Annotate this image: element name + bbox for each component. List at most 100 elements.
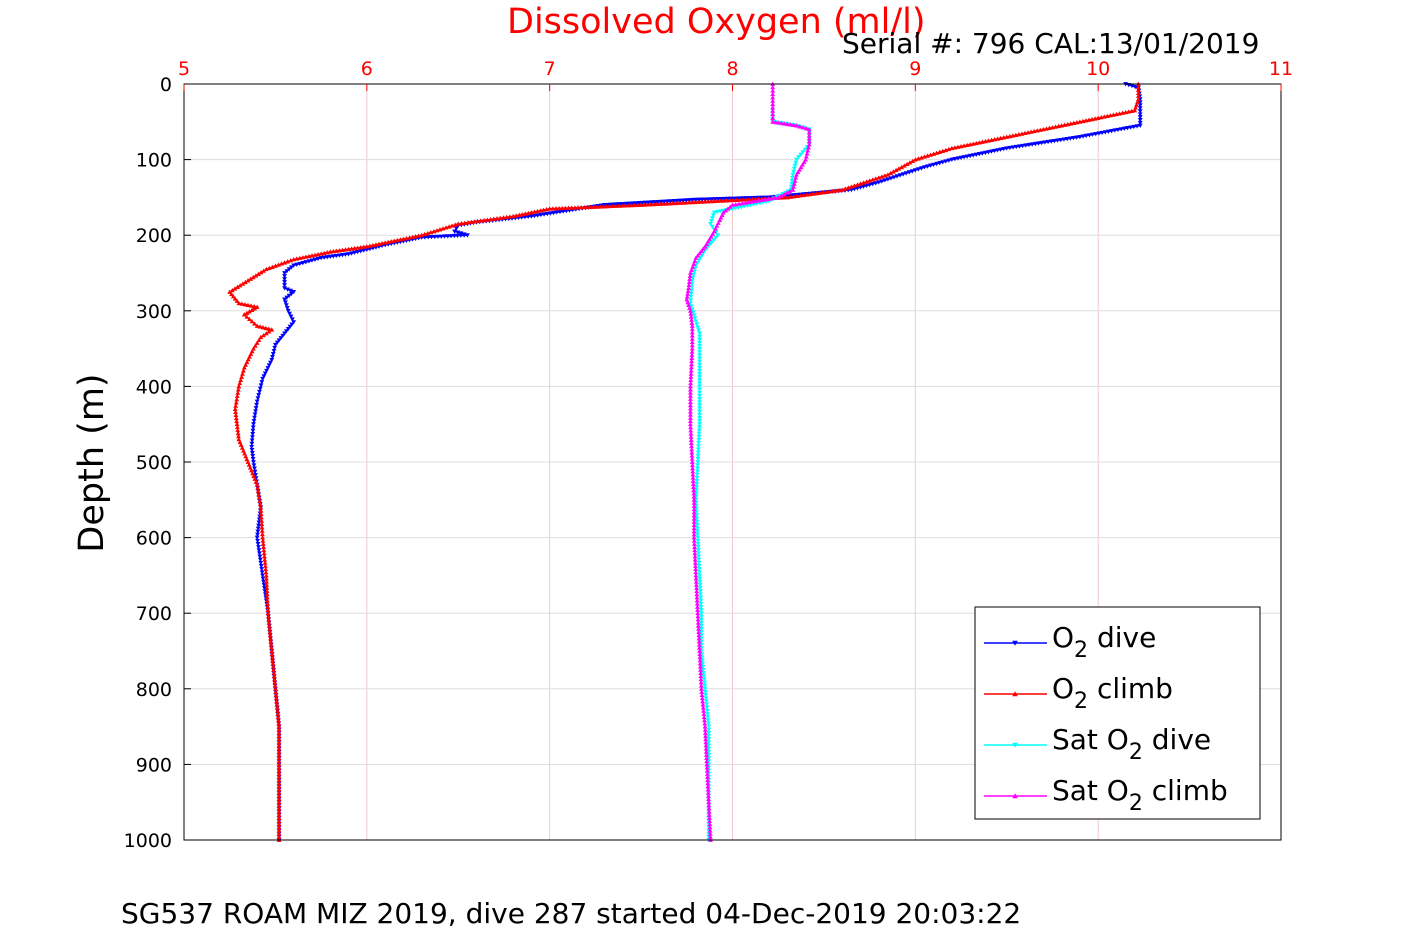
data-point: [800, 125, 806, 130]
data-point: [276, 799, 282, 805]
data-point: [704, 702, 709, 707]
data-point: [710, 213, 716, 218]
data-point: [693, 569, 699, 575]
data-point: [689, 443, 694, 449]
data-point: [452, 222, 458, 227]
data-point: [800, 150, 806, 155]
data-point: [688, 371, 694, 376]
legend-swatch-marker: [1012, 691, 1018, 697]
data-point: [697, 422, 702, 427]
data-point: [707, 815, 712, 820]
data-point: [260, 541, 266, 546]
data-point: [1007, 133, 1013, 139]
data-point: [704, 768, 710, 773]
data-point: [696, 444, 701, 449]
data-point: [635, 202, 641, 208]
data-point: [697, 340, 702, 346]
data-point: [697, 362, 702, 368]
data-point: [702, 730, 708, 735]
data-point: [535, 208, 540, 214]
data-point: [770, 95, 776, 100]
data-point: [1135, 93, 1141, 99]
data-point: [794, 123, 799, 128]
data-point: [698, 598, 704, 603]
data-point: [265, 598, 270, 603]
data-point: [232, 406, 238, 411]
data-point: [254, 323, 260, 328]
data-point: [688, 308, 693, 313]
data-point: [697, 393, 702, 399]
data-point: [784, 195, 790, 200]
data-point: [695, 535, 701, 540]
data-point: [689, 456, 695, 461]
data-point: [655, 199, 661, 205]
data-point: [273, 342, 278, 348]
data-point: [532, 209, 537, 214]
data-point: [337, 248, 342, 253]
data-point: [691, 535, 697, 540]
data-point: [696, 564, 702, 569]
data-point: [528, 210, 534, 215]
data-point: [696, 554, 702, 559]
data-point: [803, 154, 809, 159]
data-point: [697, 651, 703, 657]
data-point: [273, 263, 278, 268]
data-point: [688, 421, 693, 427]
data-point: [694, 519, 700, 525]
data-point: [697, 384, 702, 389]
data-point: [919, 155, 924, 160]
data-point: [255, 532, 260, 537]
data-point: [873, 176, 879, 181]
data-point: [259, 567, 265, 572]
data-point: [697, 375, 702, 380]
data-point: [276, 724, 282, 729]
data-point: [706, 724, 712, 729]
data-point: [700, 699, 706, 704]
data-point: [233, 400, 239, 405]
data-point: [429, 235, 434, 240]
data-point: [259, 518, 265, 523]
data-point: [712, 197, 718, 202]
data-point: [702, 199, 708, 204]
data-point: [699, 620, 704, 626]
data-point: [695, 610, 701, 616]
data-point: [784, 190, 790, 195]
data-point: [260, 531, 265, 537]
data-point: [766, 196, 771, 201]
data-point: [251, 463, 257, 468]
data-point: [256, 492, 262, 497]
data-point: [806, 136, 812, 141]
data-point: [572, 205, 578, 210]
data-point: [698, 670, 704, 675]
data-point: [274, 702, 280, 707]
data-point: [484, 217, 490, 222]
data-point: [303, 254, 309, 259]
data-point: [250, 428, 256, 434]
x-tick-label: 6: [361, 58, 373, 80]
data-point: [689, 317, 694, 322]
data-point: [1056, 123, 1061, 129]
x-tick-label: 5: [178, 58, 190, 80]
data-point: [697, 334, 702, 339]
data-point: [727, 197, 733, 203]
data-point: [785, 193, 791, 199]
data-point: [262, 557, 268, 562]
data-point: [1010, 133, 1016, 138]
data-point: [619, 203, 625, 208]
data-point: [689, 358, 695, 364]
data-point: [697, 661, 703, 666]
data-point: [746, 196, 752, 202]
data-point: [264, 591, 270, 597]
data-point: [664, 201, 669, 206]
data-point: [1129, 108, 1135, 114]
data-point: [689, 450, 695, 455]
data-point: [691, 513, 697, 518]
data-point: [258, 560, 264, 566]
data-point: [694, 516, 700, 522]
data-point: [702, 717, 707, 723]
data-point: [691, 497, 697, 502]
data-point: [804, 192, 810, 197]
data-point: [709, 224, 715, 230]
data-point: [239, 301, 245, 306]
data-point: [746, 199, 752, 205]
